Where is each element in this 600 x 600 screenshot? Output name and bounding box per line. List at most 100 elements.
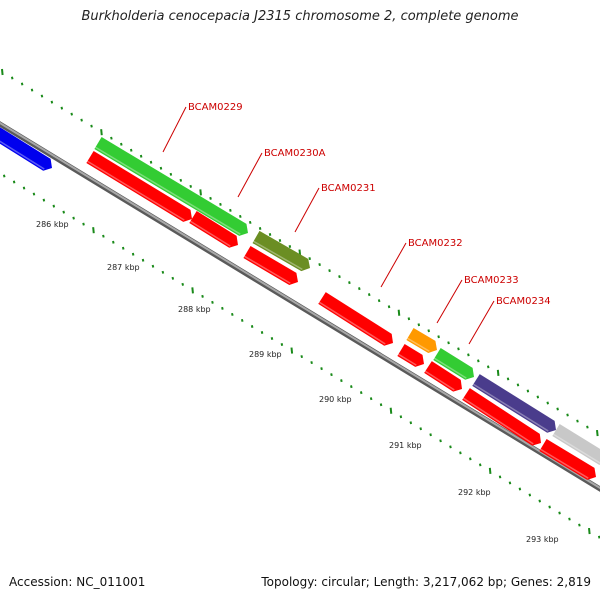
minor-tick [417,323,421,327]
minor-tick [300,355,303,359]
minor-tick [110,136,113,140]
feature-red-6-highlight [462,397,534,445]
minor-tick [209,196,212,200]
gene-label-bcam0232[interactable]: BCAM0232 [408,238,463,249]
feature-bcam0229[interactable] [94,136,248,236]
gene-label-bcam0231[interactable]: BCAM0231 [321,183,376,194]
minor-tick [586,425,589,429]
minor-tick [467,353,470,357]
minor-tick [320,367,323,371]
minor-tick [120,142,123,146]
minor-tick [477,359,480,363]
minor-tick [409,421,413,425]
feature-bcam0232[interactable] [318,292,393,346]
minor-tick [278,239,282,242]
minor-tick [12,180,16,184]
minor-tick [189,184,192,188]
feature-red-3-highlight [244,255,291,284]
minor-tick [447,341,450,345]
minor-tick [258,226,262,230]
minor-tick [121,246,125,250]
minor-tick [449,445,452,449]
gene-label-bcam0229[interactable]: BCAM0229 [188,102,243,113]
feature-blue-left[interactable] [0,122,52,171]
minor-tick [179,178,183,182]
minor-tick [171,276,175,280]
minor-tick [250,324,254,328]
minor-tick [239,214,242,218]
minor-tick [229,208,232,212]
kbp-label-288: 288 kbp [178,305,211,314]
minor-tick [268,233,272,236]
feature-red-1[interactable] [86,151,192,222]
major-tick [199,189,202,196]
minor-tick [129,148,133,152]
minor-tick [348,281,351,285]
minor-tick [310,361,313,365]
feature-red-7[interactable] [539,439,596,480]
major-tick [588,527,591,535]
minor-tick [387,305,391,309]
minor-tick [407,317,411,321]
minor-tick [308,257,311,261]
feature-red-5[interactable] [424,361,462,392]
feature-red-2-highlight [189,220,231,247]
major-tick [496,369,500,377]
kbp-scale-track [2,174,600,539]
minor-tick [62,210,65,214]
feature-red-1-highlight [87,160,185,221]
minor-tick [508,481,512,485]
minor-tick [546,401,549,405]
feature-red-3[interactable] [243,245,298,285]
feature-red-6[interactable] [462,388,541,446]
feature-bcam0231[interactable] [252,230,310,272]
major-tick [1,68,4,76]
minor-tick [459,451,462,455]
minor-tick [20,82,24,86]
minor-tick [131,252,135,256]
feature-blue-left-highlight [0,140,45,170]
gene-label-bcam0230a[interactable]: BCAM0230A [264,148,326,159]
feature-red-4[interactable] [397,344,424,367]
minor-tick [518,487,522,491]
minor-tick [597,535,600,539]
feature-grey[interactable] [552,424,600,465]
minor-tick [169,172,173,176]
minor-tick [457,347,460,351]
minor-tick [139,154,143,158]
accession-text: Accession: NC_011001 [9,575,146,589]
minor-tick [30,88,34,92]
feature-bcam0231-highlight [253,240,303,270]
minor-tick [231,312,234,316]
feature-purple[interactable] [472,374,556,433]
major-tick [290,347,294,354]
minor-tick [576,419,579,423]
minor-tick [566,413,569,417]
minor-tick [486,365,490,369]
feature-red-5-highlight [424,370,455,391]
minor-tick [201,294,204,298]
minor-tick [141,258,145,262]
major-tick [397,309,401,316]
gene-labels: BCAM0229 BCAM0230A BCAM0231 BCAM0232 BCA… [188,102,551,307]
kbp-label-293: 293 kbp [526,535,559,544]
feature-red-7-highlight [540,448,589,479]
minor-tick [219,202,222,206]
feature-red-4-highlight [398,353,417,366]
kbp-label-290: 290 kbp [319,395,352,404]
feature-red-2[interactable] [189,211,238,248]
feature-bcam0234[interactable] [433,348,474,380]
minor-tick [10,76,14,80]
minor-tick [359,391,363,395]
major-tick [92,227,95,234]
minor-tick [70,112,73,116]
gene-label-bcam0233[interactable]: BCAM0233 [464,275,519,286]
minor-tick [40,94,44,98]
minor-tick [260,331,264,334]
feature-bcam0233[interactable] [406,327,437,353]
gene-label-bcam0234[interactable]: BCAM0234 [496,296,551,307]
minor-tick [72,216,75,220]
minor-tick [90,124,93,128]
minor-tick [2,174,6,178]
